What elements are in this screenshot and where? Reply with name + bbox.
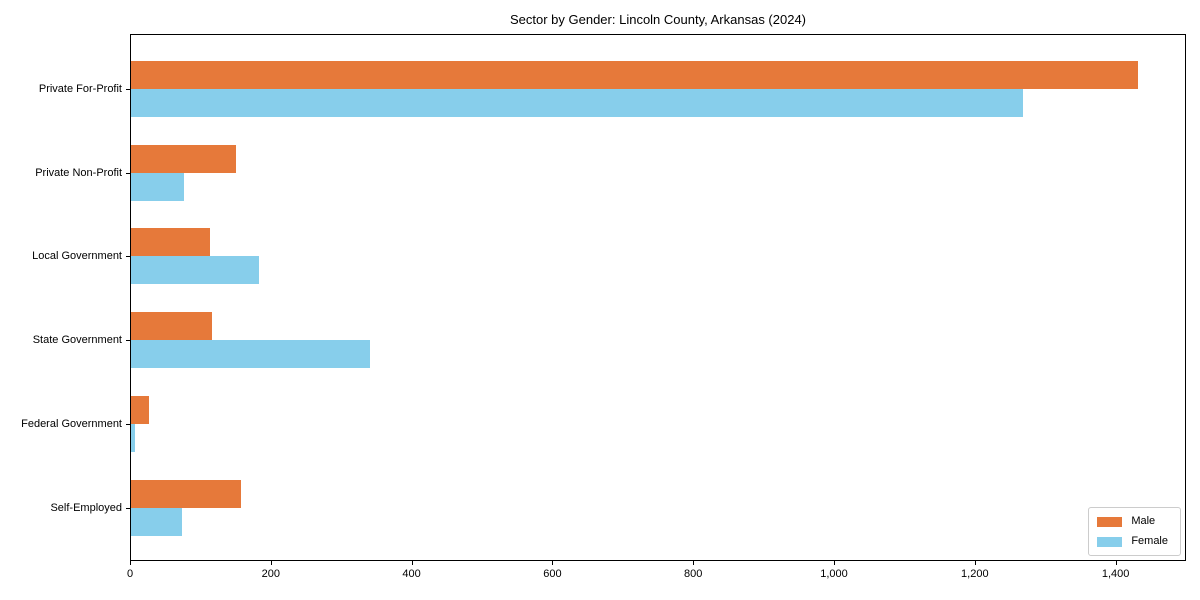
bar-female-private-for-profit	[131, 89, 1023, 117]
y-tick-local-government	[126, 256, 130, 258]
y-axis-label-private-non-profit: Private Non-Profit	[35, 166, 122, 179]
legend-label-male: Male	[1131, 515, 1156, 527]
y-tick-federal-government	[126, 423, 130, 425]
legend-item-female: Female	[1097, 535, 1168, 548]
x-tick-0	[130, 561, 131, 565]
x-tick-200	[270, 561, 272, 565]
plot-area	[130, 34, 1186, 561]
y-axis-label-federal-government: Federal Government	[21, 417, 122, 430]
bar-male-state-government	[131, 312, 212, 341]
y-axis-label-local-government: Local Government	[32, 250, 122, 263]
y-tick-state-government	[126, 340, 130, 342]
bar-male-private-non-profit	[131, 144, 236, 173]
legend: Male Female	[1088, 507, 1181, 556]
x-tick-label-600: 600	[543, 568, 562, 580]
y-tick-private-for-profit	[126, 89, 130, 90]
x-tick-label-1000: 1,000	[820, 568, 848, 580]
bar-female-state-government	[131, 340, 371, 369]
bar-male-private-for-profit	[131, 61, 1138, 89]
x-tick-400	[411, 561, 413, 565]
x-tick-1400	[1115, 561, 1117, 565]
x-tick-1000	[834, 561, 835, 565]
x-tick-label-800: 800	[684, 568, 703, 580]
bar-female-local-government	[131, 256, 260, 285]
bar-female-self-employed	[131, 507, 182, 536]
y-tick-private-non-profit	[126, 172, 130, 174]
legend-swatch-male-icon	[1097, 516, 1123, 527]
x-tick-600	[552, 561, 554, 565]
legend-swatch-female-icon	[1097, 536, 1123, 547]
y-axis-label-state-government: State Government	[32, 334, 122, 347]
bar-female-federal-government	[131, 423, 136, 452]
x-tick-label-1200: 1,200	[961, 568, 989, 580]
y-axis-label-self-employed: Self-Employed	[50, 501, 122, 514]
bar-male-local-government	[131, 228, 210, 257]
x-tick-label-0: 0	[126, 568, 134, 580]
chart-title: Sector by Gender: Lincoln County, Arkans…	[509, 12, 807, 27]
x-tick-label-1400: 1,400	[1101, 568, 1130, 580]
x-tick-label-400: 400	[402, 568, 421, 580]
bar-male-self-employed	[131, 479, 241, 508]
y-axis-label-private-for-profit: Private For-Profit	[38, 83, 122, 95]
bar-female-private-non-profit	[131, 172, 184, 201]
legend-item-male: Male	[1097, 515, 1168, 528]
x-tick-label-200: 200	[261, 568, 280, 580]
x-tick-800	[693, 561, 695, 565]
bar-male-federal-government	[131, 395, 149, 424]
legend-label-female: Female	[1131, 535, 1168, 547]
y-tick-self-employed	[126, 507, 130, 509]
x-tick-1200	[974, 561, 976, 565]
